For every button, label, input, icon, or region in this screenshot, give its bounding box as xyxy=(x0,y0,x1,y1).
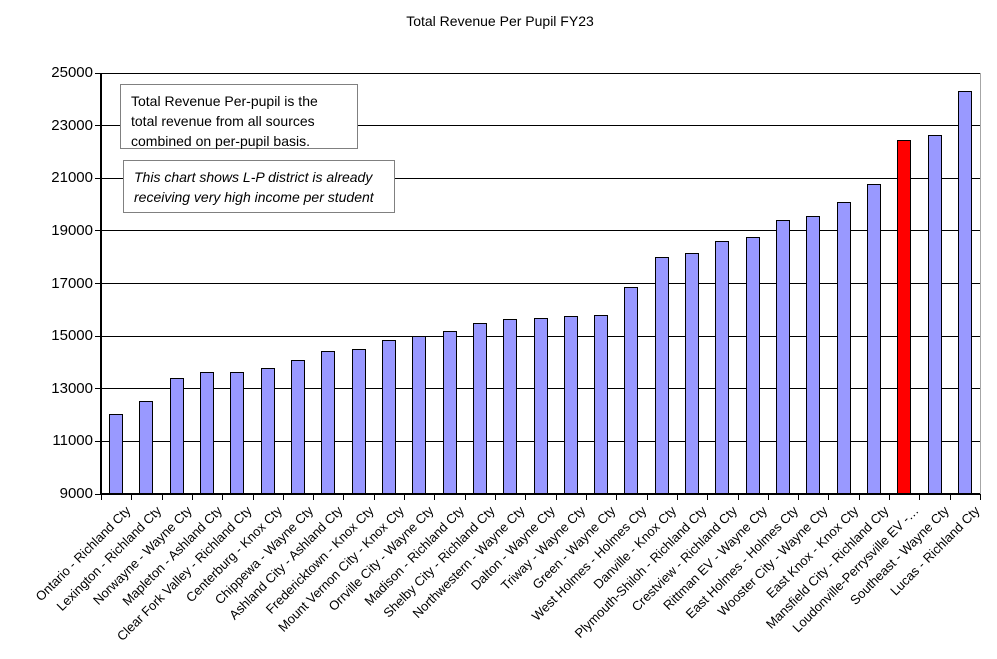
bar-loudonville-perrysville-ev- xyxy=(897,140,912,494)
x-tick-9 xyxy=(374,494,375,500)
bar-orrville-city-wayne-cty xyxy=(412,336,427,494)
gridline-25000 xyxy=(101,72,980,74)
bar-dalton-wayne-cty xyxy=(533,317,548,494)
y-tick-11000 xyxy=(95,440,101,442)
y-tick-15000 xyxy=(95,335,101,337)
x-tick-6 xyxy=(283,494,284,500)
annotation-box-lp-note: This chart shows L-P district is already… xyxy=(123,160,395,213)
x-tick-10 xyxy=(404,494,405,500)
x-tick-7 xyxy=(313,494,314,500)
bar-mansfield-city-richland-cty xyxy=(866,183,881,494)
bar-northwestern-wayne-cty xyxy=(503,319,518,494)
y-axis xyxy=(100,73,102,495)
bar-norwayne-wayne-cty xyxy=(169,378,184,494)
x-tick-25 xyxy=(859,494,860,500)
x-tick-28 xyxy=(950,494,951,500)
y-tick-21000 xyxy=(95,177,101,179)
bar-crestview-richland-cty xyxy=(715,241,730,494)
bar-rittman-ev-wayne-cty xyxy=(745,237,760,494)
x-tick-2 xyxy=(162,494,163,500)
bar-plymouth-shiloh-richland-cty xyxy=(685,253,700,494)
bar-mapleton-ashland-cty xyxy=(200,371,215,494)
x-tick-27 xyxy=(919,494,920,500)
bar-southeast-wayne-cty xyxy=(927,134,942,494)
bar-shelby-city-richland-cty xyxy=(472,322,487,494)
plot-right-border xyxy=(980,73,981,494)
bar-west-holmes-holmes-cty xyxy=(624,287,639,494)
y-tick-19000 xyxy=(95,230,101,232)
y-tick-label-13000: 13000 xyxy=(51,379,93,397)
y-tick-label-15000: 15000 xyxy=(51,327,93,345)
bar-east-knox-knox-cty xyxy=(836,201,851,494)
x-tick-8 xyxy=(343,494,344,500)
bar-clear-fork-valley-richland-cty xyxy=(230,371,245,494)
x-tick-20 xyxy=(707,494,708,500)
bar-mount-vernon-city-knox-cty xyxy=(381,340,396,494)
bar-green-wayne-cty xyxy=(594,315,609,494)
bar-fredericktown-knox-cty xyxy=(351,349,366,494)
y-tick-17000 xyxy=(95,283,101,284)
bar-ontario-richland-cty xyxy=(109,413,124,494)
y-tick-label-17000: 17000 xyxy=(51,274,93,292)
gridline-19000 xyxy=(101,230,980,232)
x-tick-17 xyxy=(616,494,617,500)
bar-triway-wayne-cty xyxy=(563,316,578,494)
x-tick-13 xyxy=(495,494,496,500)
gridline-17000 xyxy=(101,283,980,284)
bar-centerburg-knox-cty xyxy=(260,367,275,494)
y-tick-label-11000: 11000 xyxy=(52,432,93,450)
x-axis xyxy=(100,493,980,495)
x-tick-5 xyxy=(253,494,254,500)
x-tick-16 xyxy=(586,494,587,500)
y-tick-13000 xyxy=(95,388,101,390)
x-tick-15 xyxy=(556,494,557,500)
y-tick-label-21000: 21000 xyxy=(51,169,93,187)
x-tick-19 xyxy=(677,494,678,500)
x-tick-24 xyxy=(828,494,829,500)
bar-madison-richland-cty xyxy=(442,330,457,494)
x-tick-29 xyxy=(980,494,981,500)
y-tick-label-23000: 23000 xyxy=(51,116,93,134)
x-tick-18 xyxy=(647,494,648,500)
x-tick-4 xyxy=(222,494,223,500)
bar-east-holmes-holmes-cty xyxy=(775,220,790,494)
annotation-box-definition: Total Revenue Per-pupil is the total rev… xyxy=(120,84,358,149)
bar-ashland-city-ashland-cty xyxy=(321,350,336,494)
y-tick-label-9000: 9000 xyxy=(59,485,93,502)
gridline-23000 xyxy=(101,125,980,127)
y-tick-23000 xyxy=(95,125,101,127)
chart-title: Total Revenue Per Pupil FY23 xyxy=(406,13,594,29)
x-tick-3 xyxy=(192,494,193,500)
x-tick-1 xyxy=(131,494,132,500)
bar-lexington-richland-cty xyxy=(139,400,154,494)
y-tick-25000 xyxy=(95,72,101,74)
gridline-21000 xyxy=(101,177,980,179)
x-tick-23 xyxy=(798,494,799,500)
x-tick-22 xyxy=(768,494,769,500)
x-tick-11 xyxy=(434,494,435,500)
x-tick-14 xyxy=(525,494,526,500)
x-tick-26 xyxy=(889,494,890,500)
bar-chippewa-wayne-cty xyxy=(291,359,306,494)
y-tick-label-19000: 19000 xyxy=(51,221,93,239)
x-tick-21 xyxy=(738,494,739,500)
bar-wooster-city-wayne-cty xyxy=(806,216,821,494)
x-tick-0 xyxy=(101,494,102,500)
y-tick-label-25000: 25000 xyxy=(51,64,93,81)
y-tick-9000 xyxy=(95,493,101,495)
bar-lucas-richland-cty xyxy=(957,91,972,494)
x-tick-12 xyxy=(465,494,466,500)
bar-danville-knox-cty xyxy=(654,257,669,494)
